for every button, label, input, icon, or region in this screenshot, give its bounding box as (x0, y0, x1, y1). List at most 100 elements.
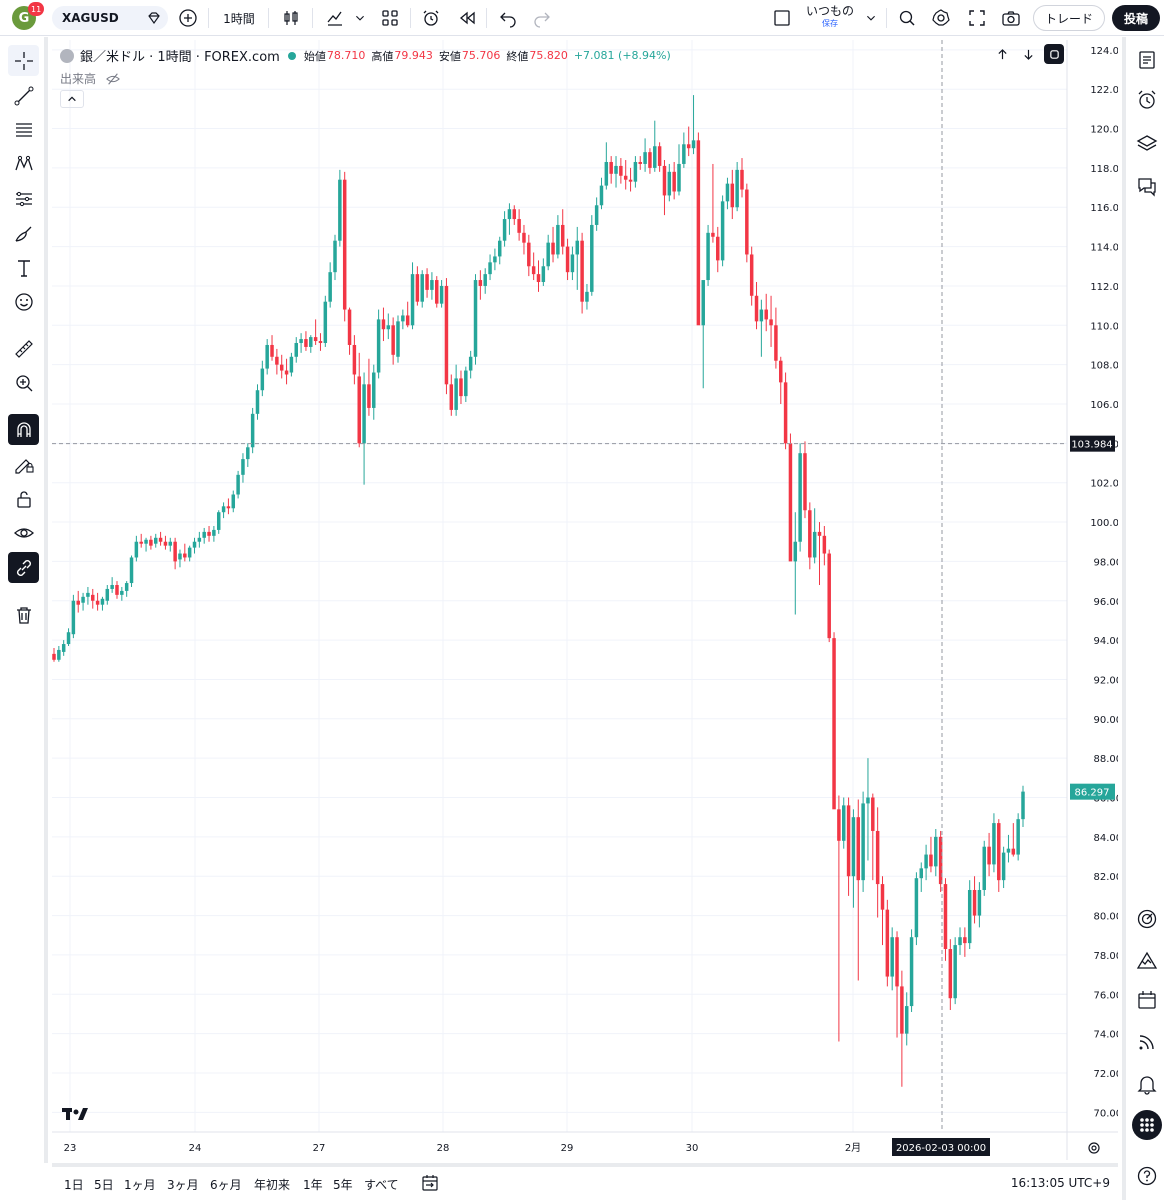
crosshair-tool[interactable] (8, 45, 39, 76)
trading-panel-button[interactable] (1132, 904, 1162, 934)
quick-search-button[interactable] (894, 6, 920, 30)
range-all-button[interactable]: すべて (364, 1178, 399, 1192)
chart-pane[interactable]: 124.000 122.000 120.000 118.000 116.000 114.0… (52, 40, 1118, 1160)
candle-body (924, 854, 928, 869)
indicators-button[interactable] (322, 6, 348, 30)
dots-grid-icon (1140, 1118, 1154, 1132)
candle-body (967, 889, 972, 944)
range-ytd-button[interactable]: 年初来 (254, 1178, 291, 1192)
object-tree-button[interactable] (1132, 129, 1162, 159)
symbol-search-button[interactable]: XAGUSD (52, 6, 168, 30)
maximize-pane-button[interactable] (1044, 44, 1064, 64)
emoji-tool[interactable] (8, 286, 39, 317)
goto-date-button[interactable] (420, 1173, 440, 1196)
pencil-lock-icon (14, 458, 34, 474)
chart-type-button[interactable] (278, 6, 304, 30)
remove-drawings-tool[interactable] (8, 599, 39, 630)
axis-settings-icon[interactable] (1088, 1142, 1100, 1154)
indicators-dropdown[interactable] (350, 6, 370, 30)
redo-button[interactable] (530, 6, 554, 30)
alert-button[interactable] (418, 6, 444, 30)
candle-body (934, 836, 938, 867)
layout-dropdown[interactable] (862, 6, 880, 30)
hide-drawings-tool[interactable] (8, 517, 39, 548)
candle-body (91, 594, 95, 601)
scroll-down-button[interactable] (1018, 44, 1038, 64)
trend-line-tool[interactable] (8, 80, 39, 111)
ideas-button[interactable] (1132, 945, 1162, 975)
grid-icon (382, 10, 398, 26)
zoom-tool[interactable] (8, 367, 39, 398)
scroll-up-button[interactable] (992, 44, 1012, 64)
price-chart[interactable]: 124.000 122.000 120.000 118.000 116.000 114.0… (52, 40, 1118, 1160)
range-5y-button[interactable]: 5年 (333, 1178, 353, 1192)
alerts-button[interactable] (1132, 85, 1162, 115)
notifications-button[interactable] (1132, 1069, 1162, 1099)
trade-button[interactable]: トレード (1033, 5, 1105, 31)
replay-button[interactable] (454, 6, 480, 30)
candle-body (556, 224, 560, 255)
range-1y-button[interactable]: 1年 (303, 1178, 323, 1192)
watchlist-button[interactable] (1132, 45, 1162, 75)
candle-body (163, 541, 168, 546)
volume-indicator-label[interactable]: 出来高 (60, 70, 120, 87)
magnet-tool[interactable] (8, 414, 39, 445)
candle-body (900, 986, 904, 1034)
collapse-legend-button[interactable] (60, 90, 84, 108)
undo-button[interactable] (496, 6, 520, 30)
eye-hidden-icon[interactable] (106, 72, 120, 86)
candle-body (173, 541, 177, 562)
series-legend: 銀／米ドル · 1時間 · FOREX.com 始値 78.710 高値 79.… (60, 46, 671, 65)
text-tool[interactable] (8, 252, 39, 283)
news-button[interactable] (1132, 1027, 1162, 1057)
lock-drawing-tool[interactable] (8, 448, 39, 479)
crosshair-price-tag (1070, 435, 1115, 452)
help-button[interactable] (1132, 1161, 1162, 1191)
calendar-button[interactable] (1132, 985, 1162, 1015)
range-3m-button[interactable]: 3ヶ月 (167, 1178, 199, 1192)
layout-toggle[interactable] (770, 6, 794, 30)
fib-tool[interactable] (8, 114, 39, 145)
candle-body (832, 638, 836, 810)
candle-body (178, 553, 182, 560)
pattern-tool[interactable] (8, 148, 39, 179)
apps-button[interactable] (1132, 1110, 1162, 1140)
chats-button[interactable] (1132, 171, 1162, 201)
candle-body (541, 266, 546, 283)
publish-button[interactable]: 投稿 (1112, 5, 1160, 31)
candle-body (309, 337, 313, 347)
range-6m-button[interactable]: 6ヶ月 (210, 1178, 242, 1192)
add-symbol-button[interactable] (176, 6, 200, 30)
alarm-clock-icon (423, 10, 439, 26)
time-axis-label: 2月 (845, 1142, 861, 1154)
range-1m-button[interactable]: 1ヶ月 (124, 1178, 156, 1192)
candle-body (468, 356, 473, 371)
candle-body (304, 339, 308, 347)
candle-body (236, 474, 240, 495)
candle-body (405, 315, 410, 326)
fullscreen-button[interactable] (964, 6, 990, 30)
forecast-tool[interactable] (8, 183, 39, 214)
lock-all-tool[interactable] (8, 483, 39, 514)
candle-body (585, 291, 589, 302)
sync-drawings-tool[interactable] (8, 552, 39, 583)
settings-button[interactable] (928, 6, 954, 30)
candle-body (144, 539, 148, 544)
templates-button[interactable] (378, 6, 402, 30)
interval-button[interactable]: 1時間 (223, 11, 255, 26)
range-5d-button[interactable]: 5日 (94, 1178, 114, 1192)
measure-tool[interactable] (8, 333, 39, 364)
snapshot-button[interactable] (998, 6, 1024, 30)
tradingview-logo-icon[interactable] (62, 1108, 88, 1120)
brush-tool[interactable] (8, 218, 39, 249)
utc-clock[interactable]: 16:13:05 UTC+9 (1010, 1176, 1110, 1190)
legend-high-label: 高値 (371, 49, 394, 63)
candle-body (333, 240, 337, 273)
layout-name[interactable]: いつもの 保存 (800, 3, 860, 29)
range-1d-button[interactable]: 1日 (64, 1178, 84, 1192)
candle-body (454, 378, 458, 410)
candle-body (759, 309, 764, 322)
candle-body (255, 390, 260, 414)
candle-body (536, 274, 541, 283)
candle-body (793, 541, 798, 562)
